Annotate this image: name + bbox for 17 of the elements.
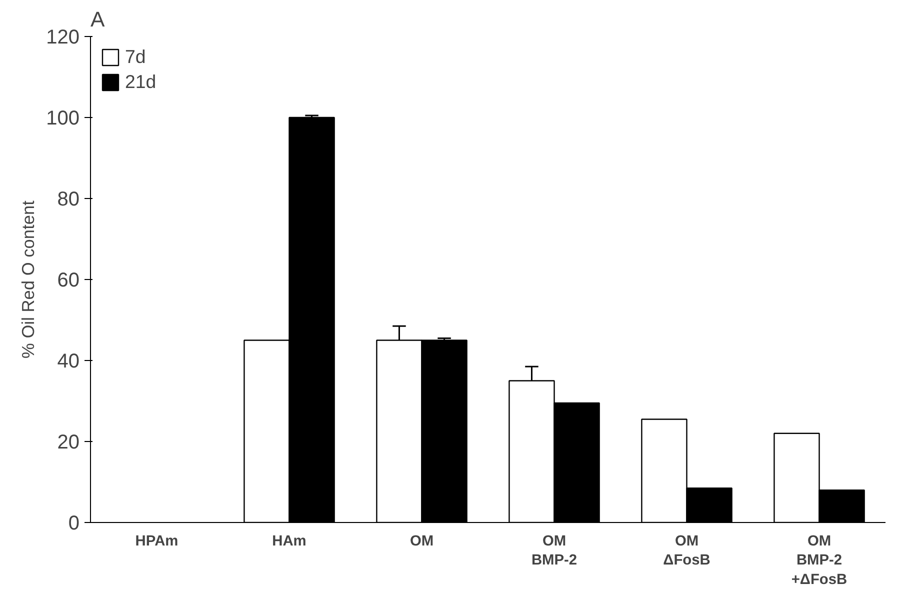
y-tick-label: 100 [46, 108, 80, 130]
legend-label: 21d [125, 71, 156, 93]
y-axis-title: % Oil Red O content [18, 200, 38, 358]
x-tick-label: OM [410, 534, 434, 550]
x-tick-label: OM ΔFosB [663, 534, 710, 569]
y-tick-label: 120 [46, 26, 80, 48]
y-tick-label: 60 [57, 270, 80, 292]
y-tick-label: 40 [57, 350, 80, 372]
chart-title: A [90, 8, 106, 32]
x-tick-label: HAm [272, 534, 306, 550]
x-tick-label: OM BMP-2 +ΔFosB [791, 534, 848, 588]
legend-label: 7d [125, 46, 146, 68]
x-tick-label: OM BMP-2 [531, 534, 578, 569]
x-tick-label: HPAm [135, 534, 178, 550]
y-tick-label: 0 [68, 512, 80, 534]
y-tick-label: 20 [57, 432, 80, 454]
y-tick-label: 80 [57, 188, 80, 210]
